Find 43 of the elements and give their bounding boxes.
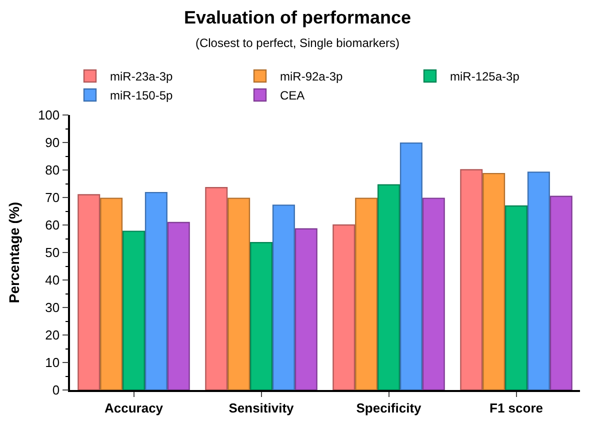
x-tick-label: Accuracy	[104, 400, 164, 416]
y-tick-label: 50	[45, 245, 60, 260]
y-tick-label: 80	[45, 162, 60, 178]
legend-label: miR-92a-3p	[280, 70, 344, 84]
x-tick-label: Specificity	[356, 400, 422, 416]
bar	[122, 230, 146, 390]
bar	[377, 184, 400, 390]
x-tick-label: Sensitivity	[228, 400, 295, 416]
bar	[100, 198, 123, 390]
y-tick-label: 90	[45, 135, 60, 150]
legend-label: miR-125a-3p	[450, 70, 520, 84]
bar	[78, 194, 100, 390]
bar	[504, 205, 528, 390]
bar	[460, 169, 483, 390]
bar	[272, 204, 295, 390]
bar	[482, 172, 506, 390]
bar	[167, 222, 190, 390]
bar	[332, 224, 356, 390]
bar	[550, 196, 572, 390]
y-tick-label: 40	[45, 272, 60, 288]
bar	[144, 192, 168, 390]
y-tick-label: 0	[52, 382, 60, 398]
y-tick-label: 60	[45, 218, 60, 233]
chart-subtitle: (Closest to perfect, Single biomarkers)	[195, 36, 400, 50]
bar	[400, 142, 422, 390]
y-tick-label: 100	[38, 108, 60, 123]
chart-title: Evaluation of performance	[184, 7, 412, 28]
x-tick-label: F1 score	[490, 400, 543, 416]
legend-label: miR-23a-3p	[110, 70, 174, 84]
legend-label: miR-150-5p	[110, 88, 174, 103]
y-tick-label: 20	[45, 328, 60, 343]
bar	[228, 198, 250, 390]
y-tick-label: 10	[45, 355, 60, 370]
bar	[527, 172, 550, 390]
y-axis-title: Percentage (%)	[6, 202, 22, 304]
bar	[355, 198, 378, 390]
bar	[205, 187, 228, 390]
bar	[422, 198, 445, 390]
y-tick-label: 30	[45, 300, 60, 316]
bar	[294, 228, 318, 390]
y-tick-label: 70	[45, 190, 60, 206]
legend-label: CEA	[280, 88, 305, 103]
bar	[250, 242, 273, 390]
